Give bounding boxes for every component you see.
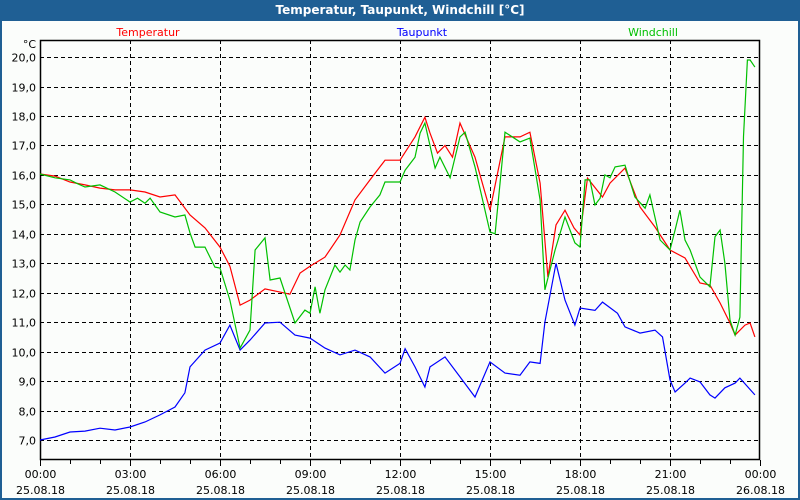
y-tick-label: 8,0 <box>19 406 37 419</box>
x-tick-time: 00:00 <box>25 468 57 481</box>
x-tick-date: 25.08.18 <box>16 484 65 497</box>
series-line-windchill <box>39 59 756 350</box>
x-tick-time: 15:00 <box>475 468 507 481</box>
y-tick-label: 7,0 <box>19 435 37 448</box>
x-tick-date: 25.08.18 <box>556 484 605 497</box>
y-tick-label: 15,0 <box>12 199 37 212</box>
x-tick-time: 09:00 <box>295 468 327 481</box>
window-title: Temperatur, Taupunkt, Windchill [°C] <box>0 0 800 21</box>
x-tick-date: 25.08.18 <box>106 484 155 497</box>
legend-temperatur: Temperatur <box>115 26 180 39</box>
legend-windchill: Windchill <box>628 26 678 39</box>
x-tick-date: 25.08.18 <box>286 484 335 497</box>
series-line-temperatur <box>39 115 756 338</box>
x-tick-time: 21:00 <box>655 468 687 481</box>
x-tick-time: 03:00 <box>115 468 147 481</box>
series-line-taupunkt <box>39 263 756 441</box>
y-tick-label: 13,0 <box>12 258 37 271</box>
y-axis-unit: °C <box>23 38 37 51</box>
x-tick-date: 25.08.18 <box>196 484 245 497</box>
y-tick-label: 10,0 <box>12 347 37 360</box>
y-tick-label: 11,0 <box>12 317 37 330</box>
x-tick-time: 12:00 <box>385 468 417 481</box>
y-tick-label: 12,0 <box>12 288 37 301</box>
x-tick-time: 18:00 <box>565 468 597 481</box>
x-tick-date: 25.08.18 <box>376 484 425 497</box>
y-tick-label: 9,0 <box>19 376 37 389</box>
x-tick-date: 26.08.18 <box>736 484 785 497</box>
x-tick-date: 25.08.18 <box>646 484 695 497</box>
x-tick-date: 25.08.18 <box>466 484 515 497</box>
y-tick-label: 14,0 <box>12 229 37 242</box>
y-tick-label: 20,0 <box>12 52 37 65</box>
x-tick-time: 00:00 <box>745 468 777 481</box>
y-tick-label: 16,0 <box>12 170 37 183</box>
y-tick-label: 19,0 <box>12 82 37 95</box>
y-tick-label: 17,0 <box>12 140 37 153</box>
plot-area-border <box>39 39 761 461</box>
x-tick-time: 06:00 <box>205 468 237 481</box>
y-tick-label: 18,0 <box>12 111 37 124</box>
legend-taupunkt: Taupunkt <box>396 26 448 39</box>
